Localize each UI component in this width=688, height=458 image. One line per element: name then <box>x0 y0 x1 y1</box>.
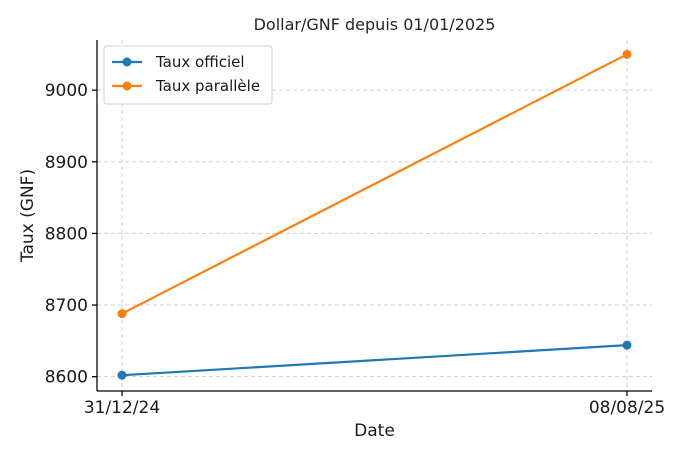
data-point <box>622 49 632 59</box>
series-1 <box>117 340 632 380</box>
y-tick-label: 8600 <box>45 368 88 388</box>
legend-marker <box>122 81 132 91</box>
legend-label: Taux officiel <box>155 53 245 71</box>
y-tick-label: 8900 <box>45 153 88 173</box>
data-point <box>622 340 632 350</box>
legend-marker <box>122 57 132 67</box>
legend-box <box>103 45 273 105</box>
series-layer <box>117 49 632 380</box>
x-tick-label: 08/08/25 <box>589 398 665 418</box>
y-axis-label: Taux (GNF) <box>18 169 38 263</box>
series-line <box>121 53 628 315</box>
y-tick-label: 8800 <box>45 224 88 244</box>
y-tick-label: 9000 <box>45 81 88 101</box>
axes: 8600 8700 8800 8900 9000 31/12/24 08/08/25 <box>45 40 665 418</box>
legend-label: Taux parallèle <box>155 77 260 95</box>
data-point <box>117 370 127 380</box>
data-point <box>117 309 127 319</box>
legend: Taux officiel Taux parallèle <box>103 45 273 105</box>
x-axis-label: Date <box>354 421 395 441</box>
y-tick-label: 8700 <box>45 296 88 316</box>
legend-item: Taux parallèle <box>112 77 260 95</box>
series-line <box>121 344 628 377</box>
series-2 <box>117 49 632 319</box>
chart-title: Dollar/GNF depuis 01/01/2025 <box>254 15 496 34</box>
x-tick-label: 31/12/24 <box>84 398 160 418</box>
legend-item: Taux officiel <box>112 53 245 71</box>
